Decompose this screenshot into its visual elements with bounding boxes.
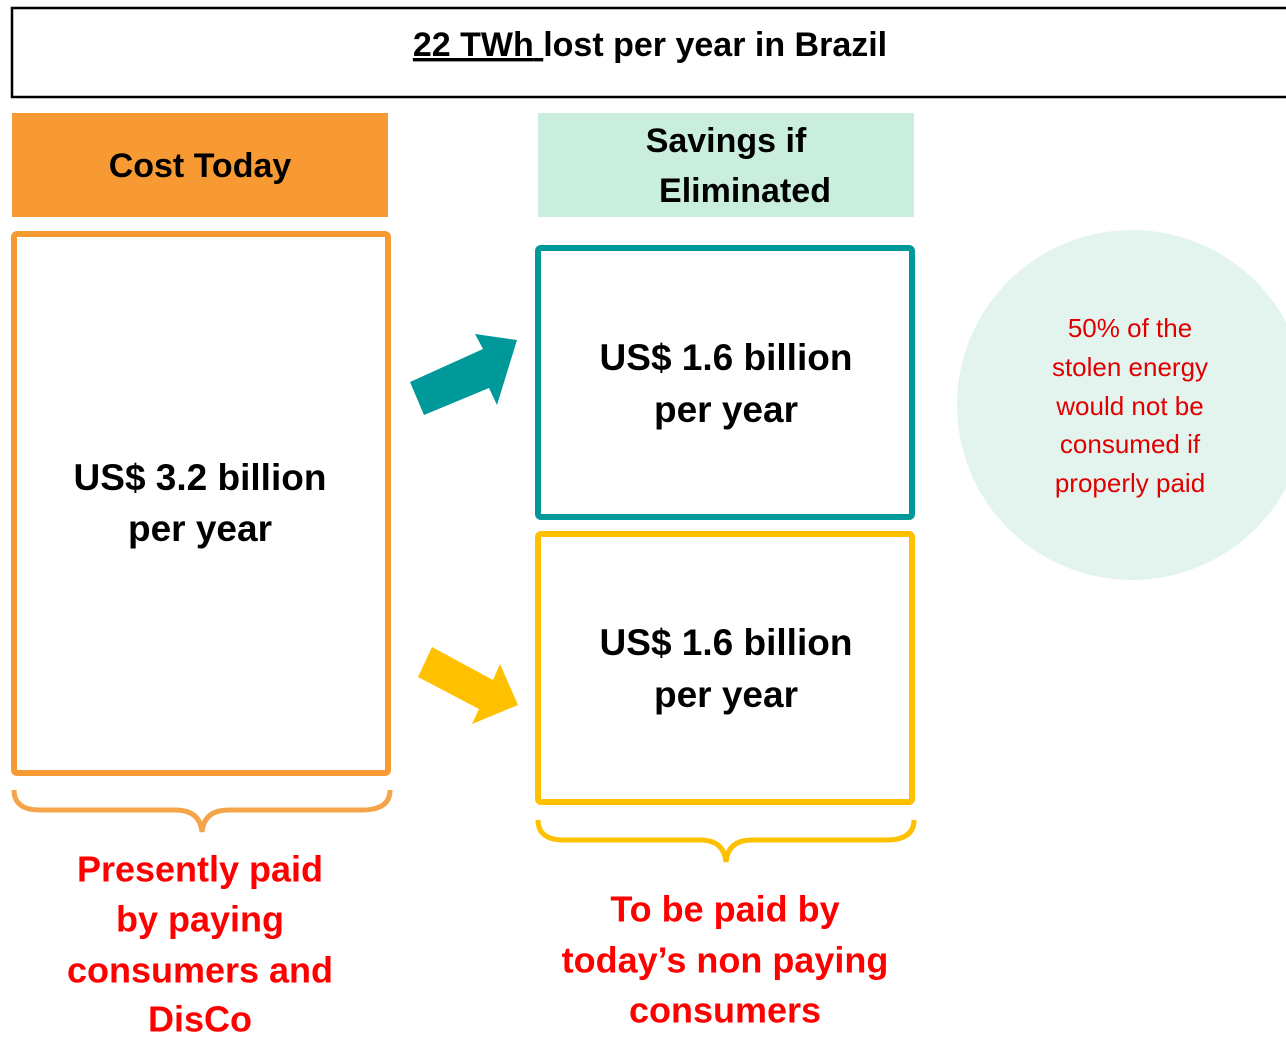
savings-top-value: per year [654, 389, 798, 430]
note-text: properly paid [1055, 468, 1205, 498]
savings-header: Eliminated [659, 172, 831, 210]
title: 22 TWh lost per year in Brazil [413, 26, 887, 64]
note-circle [957, 230, 1286, 580]
savings-top-box [535, 245, 915, 520]
cost-header-bg [12, 113, 388, 217]
title-rest: lost per year in Brazil [543, 26, 887, 64]
cost-caption: consumers and [67, 950, 333, 991]
savings-header-bg [538, 113, 914, 217]
brace-middle [535, 819, 917, 863]
cost-box [11, 231, 391, 776]
note-text: 50% of the [1068, 313, 1192, 343]
note-text: stolen energy [1052, 352, 1208, 382]
savings-top-value: US$ 1.6 billion [600, 337, 853, 378]
savings-caption: To be paid by [610, 889, 839, 930]
savings-bottom-value: US$ 1.6 billion [600, 622, 853, 663]
arrow-yellow [418, 647, 518, 724]
cost-caption: Presently paid [77, 849, 323, 890]
savings-bottom-box [535, 531, 915, 805]
savings-bottom-value: per year [654, 674, 798, 715]
savings-caption: consumers [629, 990, 821, 1031]
arrow-teal [410, 334, 517, 415]
savings-caption: today’s non paying [562, 940, 889, 981]
title-underlined: 22 TWh [413, 26, 534, 64]
cost-caption: by paying [116, 899, 284, 940]
title-box [10, 6, 1286, 99]
cost-header: Cost Today [109, 147, 292, 185]
brace-left [11, 789, 393, 833]
cost-value: US$ 3.2 billion [74, 457, 327, 498]
title-space [534, 26, 543, 64]
cost-value: per year [128, 508, 272, 549]
savings-header: Savings if [646, 122, 807, 160]
cost-caption: DisCo [148, 999, 252, 1040]
note-text: consumed if [1060, 429, 1201, 459]
note-text: would not be [1055, 391, 1203, 421]
